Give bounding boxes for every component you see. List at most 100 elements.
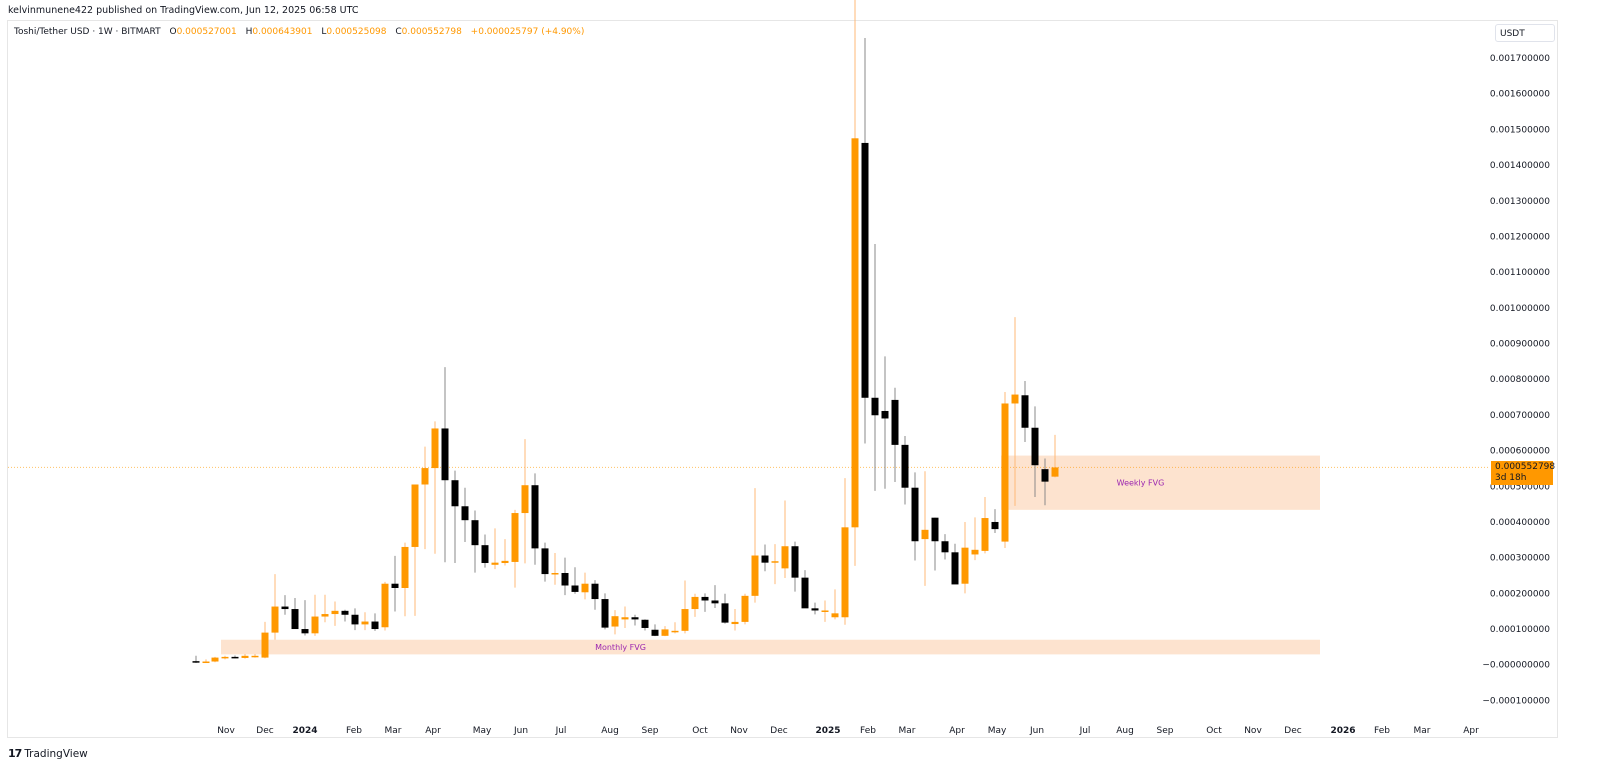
candle xyxy=(741,593,749,625)
candle xyxy=(351,608,359,631)
candle xyxy=(321,594,329,623)
candle xyxy=(591,580,599,610)
candle xyxy=(621,606,629,628)
candle xyxy=(811,602,819,615)
chart-frame[interactable] xyxy=(7,20,1558,738)
close-value: 0.000552798 xyxy=(401,27,462,37)
candle xyxy=(851,0,859,566)
time-tick: Nov xyxy=(217,726,235,736)
candle xyxy=(361,612,369,631)
candle xyxy=(841,478,849,625)
candles xyxy=(192,0,1059,664)
candle xyxy=(1051,434,1059,478)
fvg-zone[interactable] xyxy=(221,639,1320,655)
time-tick: Apr xyxy=(425,726,441,736)
candle xyxy=(1021,380,1029,443)
fvg-zone[interactable] xyxy=(1001,455,1320,510)
bar-countdown: 3d 18h xyxy=(1495,473,1527,483)
candle xyxy=(461,487,469,542)
price-axis[interactable]: 0.001700000 0.001600000 0.001500000 0.00140… xyxy=(1482,54,1550,706)
time-axis[interactable]: Nov Dec 2024 Feb Mar Apr May Jun Jul Aug Sep Oct Nov… xyxy=(217,726,1479,736)
candle xyxy=(881,356,889,489)
candle xyxy=(281,595,289,615)
high-value: 0.000643901 xyxy=(252,27,313,37)
price-tick: 0.000700000 xyxy=(1490,411,1550,421)
price-tick: 0.000100000 xyxy=(1490,625,1550,635)
symbol-title: Toshi/Tether USD · 1W · BITMART xyxy=(14,27,161,37)
price-tick: 0.001300000 xyxy=(1490,197,1550,207)
candle xyxy=(241,654,249,659)
candle xyxy=(1001,392,1009,549)
candle xyxy=(551,553,559,585)
candle xyxy=(761,544,769,572)
candle xyxy=(901,435,909,505)
candle xyxy=(711,585,719,608)
candle xyxy=(291,597,299,630)
candle xyxy=(331,601,339,626)
change-value: +0.000025797 (+4.90%) xyxy=(470,27,585,37)
candle xyxy=(261,621,269,659)
time-tick: Jun xyxy=(513,726,528,736)
currency-button[interactable]: USDT xyxy=(1495,24,1555,42)
candle xyxy=(1031,406,1039,497)
candle xyxy=(801,570,809,609)
time-tick: Jul xyxy=(555,726,567,736)
candle xyxy=(451,470,459,564)
candle xyxy=(991,509,999,534)
time-tick: 2026 xyxy=(1330,726,1355,736)
open-label: O xyxy=(169,27,177,37)
high-label: H xyxy=(245,27,253,37)
candle xyxy=(961,521,969,594)
candle xyxy=(611,610,619,635)
candle xyxy=(681,580,689,634)
candle xyxy=(521,439,529,564)
candle xyxy=(631,614,639,626)
time-tick: Apr xyxy=(1463,726,1479,736)
candle xyxy=(601,593,609,630)
candle xyxy=(831,589,839,620)
candle xyxy=(1011,317,1019,506)
candle xyxy=(821,600,829,622)
time-tick: Dec xyxy=(1284,726,1301,736)
price-tick: 0.000900000 xyxy=(1490,340,1550,350)
time-tick: Dec xyxy=(770,726,787,736)
candle xyxy=(691,593,699,617)
candle xyxy=(641,619,649,631)
price-tick: 0.001000000 xyxy=(1490,304,1550,314)
time-tick: Oct xyxy=(692,726,708,736)
candle xyxy=(651,624,659,637)
candle xyxy=(371,613,379,631)
price-tick: 0.001500000 xyxy=(1490,125,1550,135)
candle xyxy=(441,367,449,563)
price-tick: 0.001200000 xyxy=(1490,232,1550,242)
fvg-zones: Weekly FVG Monthly FVG xyxy=(221,455,1320,655)
time-tick: Aug xyxy=(601,726,619,736)
fvg-label: Weekly FVG xyxy=(1117,479,1165,488)
price-tick: −0.000100000 xyxy=(1482,696,1550,706)
candle xyxy=(561,557,569,596)
time-tick: Sep xyxy=(642,726,659,736)
candle xyxy=(271,574,279,640)
time-tick: Jul xyxy=(1079,726,1091,736)
symbol-legend: Toshi/Tether USD · 1W · BITMART O0.00052… xyxy=(14,27,584,37)
price-tick: 0.001700000 xyxy=(1490,54,1550,64)
time-tick: Nov xyxy=(1244,726,1262,736)
candle xyxy=(861,38,869,444)
candle xyxy=(231,655,239,659)
candle xyxy=(721,593,729,624)
candle xyxy=(202,659,210,664)
candle xyxy=(481,534,489,568)
candle xyxy=(471,510,479,573)
time-tick: Dec xyxy=(256,726,273,736)
time-tick: Feb xyxy=(860,726,876,736)
candle xyxy=(981,496,989,554)
last-price-tag: 0.000552798 3d 18h xyxy=(1491,461,1555,485)
candle xyxy=(921,471,929,586)
candle xyxy=(421,446,429,550)
price-tick: 0.001600000 xyxy=(1490,90,1550,100)
candle xyxy=(401,542,409,617)
candle xyxy=(341,609,349,622)
time-tick: Mar xyxy=(385,726,402,736)
time-tick: Apr xyxy=(949,726,965,736)
